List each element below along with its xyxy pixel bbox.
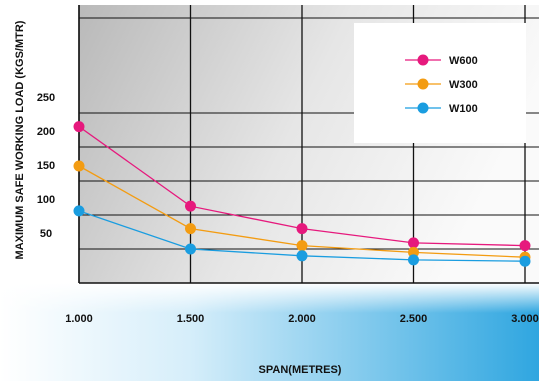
- x-tick-label: 1.500: [177, 313, 205, 325]
- x-tick-label: 3.000: [511, 313, 539, 325]
- x-tick-labels: 1.000 1.500 2.000 2.500 3.000: [65, 313, 539, 325]
- legend-box: [354, 23, 526, 143]
- legend-swatch-marker: [417, 78, 429, 90]
- x-tick-label: 2.000: [288, 313, 316, 325]
- x-axis-label: SPAN(METRES): [259, 364, 342, 376]
- data-point-w600: [185, 200, 196, 212]
- y-tick-label: 250: [37, 92, 55, 104]
- legend: W600 W300 W100: [405, 54, 478, 115]
- data-point-w600: [519, 240, 531, 252]
- data-point-w300: [73, 160, 85, 172]
- y-tick-label: 150: [37, 160, 55, 172]
- y-tick-label: 50: [40, 228, 52, 240]
- legend-label: W300: [449, 79, 478, 91]
- data-point-w100: [185, 243, 196, 255]
- data-point-w600: [296, 223, 308, 235]
- data-point-w100: [408, 254, 419, 266]
- data-point-w300: [296, 240, 308, 252]
- y-tick-label: 200: [37, 126, 55, 138]
- data-point-w100: [296, 250, 308, 262]
- legend-label: W600: [449, 55, 478, 67]
- legend-swatch-marker: [417, 54, 429, 66]
- data-point-w600: [73, 121, 85, 133]
- x-tick-label: 1.000: [65, 313, 93, 325]
- series-points: [73, 121, 531, 267]
- x-tick-label: 2.500: [400, 313, 428, 325]
- y-tick-labels: 50 100 150 200 250: [37, 92, 55, 240]
- legend-swatch-marker: [417, 102, 429, 114]
- data-point-w100: [73, 205, 85, 217]
- bottom-band-fade: [0, 283, 539, 313]
- y-axis-label: MAXIMUM SAFE WORKING LOAD (KGS/MTR): [14, 20, 26, 259]
- y-tick-label: 100: [37, 194, 55, 206]
- legend-label: W100: [449, 103, 478, 115]
- data-point-w300: [185, 223, 196, 235]
- data-point-w100: [519, 255, 531, 267]
- data-point-w600: [408, 237, 419, 249]
